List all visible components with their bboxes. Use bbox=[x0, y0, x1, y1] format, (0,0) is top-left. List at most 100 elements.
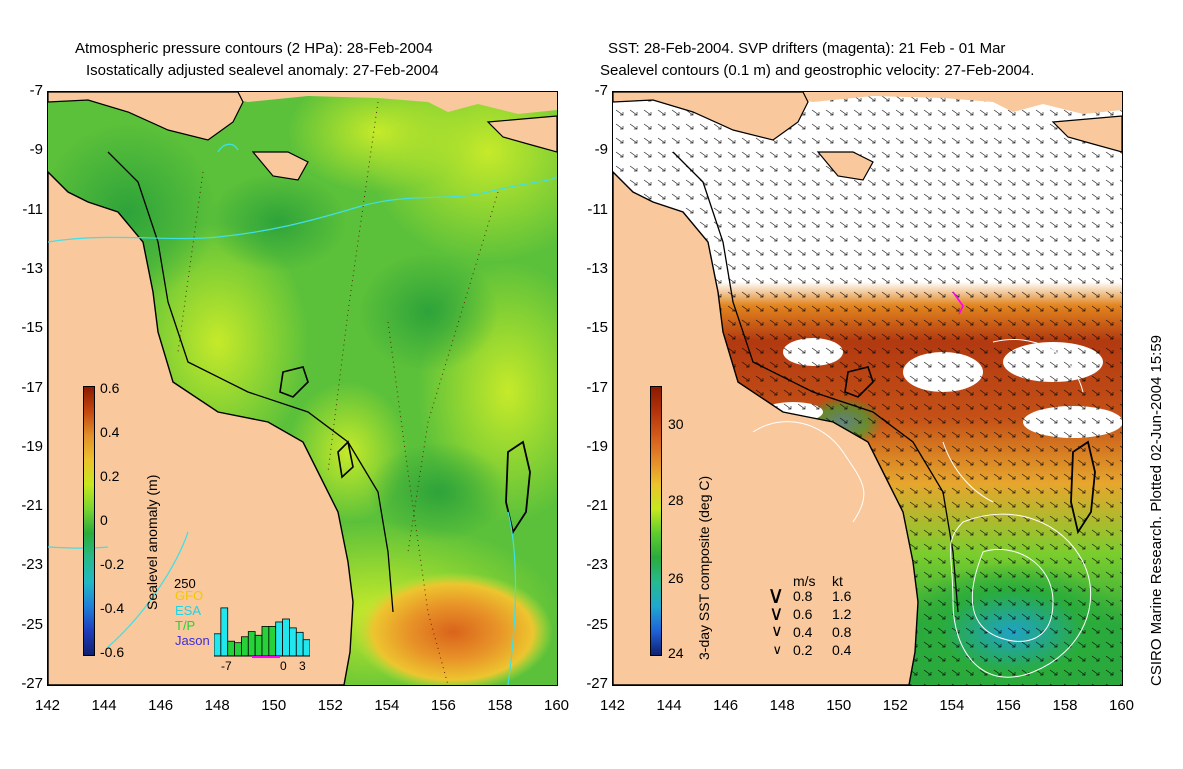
sst-colorbar-tick: 24 bbox=[668, 645, 684, 661]
velocity-legend-kt: 1.6 bbox=[832, 588, 852, 604]
x-tick-label: 150 bbox=[261, 697, 287, 714]
inset-bar bbox=[295, 631, 304, 657]
y-tick-label: -23 bbox=[586, 556, 608, 574]
x-tick-label: 160 bbox=[1109, 697, 1135, 714]
inset-max-label: 250 bbox=[174, 576, 196, 591]
sealevel-colorbar-tick: 0.2 bbox=[100, 468, 120, 484]
velocity-legend-kt: 0.8 bbox=[832, 624, 852, 640]
sst-map-graphic bbox=[613, 92, 1122, 685]
y-tick-label: -25 bbox=[21, 615, 43, 633]
sealevel-colorbar-tick: -0.2 bbox=[100, 556, 125, 572]
y-tick-label: -27 bbox=[586, 675, 608, 692]
velocity-legend-header-ms: m/s bbox=[793, 573, 816, 589]
inset-bar bbox=[302, 639, 310, 657]
x-tick-label: 150 bbox=[826, 697, 852, 714]
left-title-line1: Atmospheric pressure contours (2 HPa): 2… bbox=[75, 40, 433, 57]
y-tick-label: -17 bbox=[586, 378, 608, 396]
inset-xtick: 3 bbox=[299, 659, 306, 673]
y-tick-label: -17 bbox=[21, 378, 43, 396]
velocity-legend-ms: 0.8 bbox=[793, 588, 813, 604]
inset-bar bbox=[282, 618, 290, 657]
y-tick-label: -11 bbox=[22, 200, 43, 218]
y-tick-label: -23 bbox=[21, 556, 43, 574]
inset-bar bbox=[214, 633, 222, 657]
sealevel-colorbar-tick: -0.6 bbox=[100, 644, 125, 660]
y-tick-label: -19 bbox=[21, 437, 43, 455]
x-tick-label: 154 bbox=[939, 697, 965, 714]
inset-legend-item: T/P bbox=[175, 618, 196, 633]
x-tick-label: 156 bbox=[430, 697, 456, 714]
x-tick-label: 156 bbox=[995, 697, 1021, 714]
sealevel-colorbar-tick: 0 bbox=[100, 512, 108, 528]
inset-bar bbox=[261, 626, 270, 657]
inset-xtick: -7 bbox=[221, 659, 232, 673]
y-tick-label: -27 bbox=[21, 675, 43, 692]
y-tick-label: -21 bbox=[586, 497, 608, 515]
inset-legend-item: Jason bbox=[175, 633, 210, 648]
y-tick-label: -7 bbox=[594, 82, 608, 99]
velocity-arrow-icon: ∨ bbox=[771, 623, 783, 640]
y-tick-label: -9 bbox=[594, 141, 608, 159]
y-tick-label: -19 bbox=[586, 437, 608, 455]
y-tick-label: -7 bbox=[29, 82, 43, 99]
y-tick-label: -21 bbox=[21, 497, 43, 515]
y-tick-label: -9 bbox=[29, 141, 43, 159]
sealevel-colorbar-tick: 0.6 bbox=[100, 380, 120, 396]
velocity-legend-kt: 0.4 bbox=[832, 642, 852, 658]
inset-bar bbox=[254, 634, 263, 657]
x-tick-label: 144 bbox=[91, 697, 117, 714]
right-title-line1: SST: 28-Feb-2004. SVP drifters (magenta)… bbox=[608, 40, 1006, 57]
sealevel-colorbar-label: Sealevel anomaly (m) bbox=[144, 474, 160, 610]
plot-credit: CSIRO Marine Research. Plotted 02-Jun-20… bbox=[1148, 334, 1165, 686]
y-tick-label: -11 bbox=[587, 200, 608, 218]
sealevel-colorbar bbox=[83, 386, 95, 656]
x-tick-label: 158 bbox=[487, 697, 513, 714]
inset-bar bbox=[268, 626, 277, 657]
velocity-legend-ms: 0.4 bbox=[793, 624, 813, 640]
inset-legend-item: ESA bbox=[175, 603, 202, 618]
y-tick-label: -13 bbox=[21, 259, 43, 277]
velocity-arrow-icon: ∨ bbox=[767, 582, 785, 609]
sst-colorbar-tick: 30 bbox=[668, 416, 684, 432]
sst-colorbar-tick: 28 bbox=[668, 492, 684, 508]
y-tick-label: -13 bbox=[586, 259, 608, 277]
inset-bar bbox=[241, 636, 249, 657]
x-tick-label: 142 bbox=[600, 697, 626, 714]
x-tick-label: 146 bbox=[713, 697, 739, 714]
y-tick-label: -25 bbox=[586, 615, 608, 633]
x-tick-label: 142 bbox=[35, 697, 61, 714]
inset-xtick: 0 bbox=[280, 659, 287, 673]
sst-colorbar-tick: 26 bbox=[668, 570, 684, 586]
velocity-arrow-icon: ∨ bbox=[772, 642, 783, 657]
right-title-line2: Sealevel contours (0.1 m) and geostrophi… bbox=[600, 62, 1035, 79]
inset-bar bbox=[220, 607, 229, 657]
x-tick-label: 158 bbox=[1052, 697, 1078, 714]
sst-colorbar-label: 3-day SST composite (deg C) bbox=[696, 475, 712, 660]
sealevel-colorbar-tick: 0.4 bbox=[100, 424, 120, 440]
y-tick-label: -15 bbox=[21, 319, 43, 337]
inset-bar bbox=[247, 631, 256, 657]
velocity-legend-kt: 1.2 bbox=[832, 606, 852, 622]
x-tick-label: 160 bbox=[544, 697, 570, 714]
sst-map bbox=[612, 91, 1123, 686]
x-tick-label: 154 bbox=[374, 697, 400, 714]
inset-bar bbox=[289, 627, 297, 657]
inset-histogram bbox=[214, 607, 310, 658]
velocity-arrow-icon: ∨ bbox=[769, 603, 784, 625]
velocity-legend-header-kt: kt bbox=[832, 573, 843, 589]
x-tick-label: 148 bbox=[204, 697, 230, 714]
inset-bar bbox=[234, 642, 242, 657]
inset-legend-item: GFO bbox=[175, 588, 204, 603]
x-tick-label: 146 bbox=[148, 697, 174, 714]
inset-bar bbox=[275, 621, 283, 657]
x-tick-label: 144 bbox=[656, 697, 682, 714]
x-tick-label: 152 bbox=[882, 697, 908, 714]
sealevel-colorbar-tick: -0.4 bbox=[100, 600, 125, 616]
x-tick-label: 148 bbox=[769, 697, 795, 714]
velocity-legend-ms: 0.2 bbox=[793, 642, 813, 658]
velocity-legend-ms: 0.6 bbox=[793, 606, 813, 622]
inset-bar bbox=[227, 640, 235, 657]
x-tick-label: 152 bbox=[317, 697, 343, 714]
left-title-line2: Isostatically adjusted sealevel anomaly:… bbox=[86, 62, 439, 79]
sst-colorbar bbox=[650, 386, 662, 656]
